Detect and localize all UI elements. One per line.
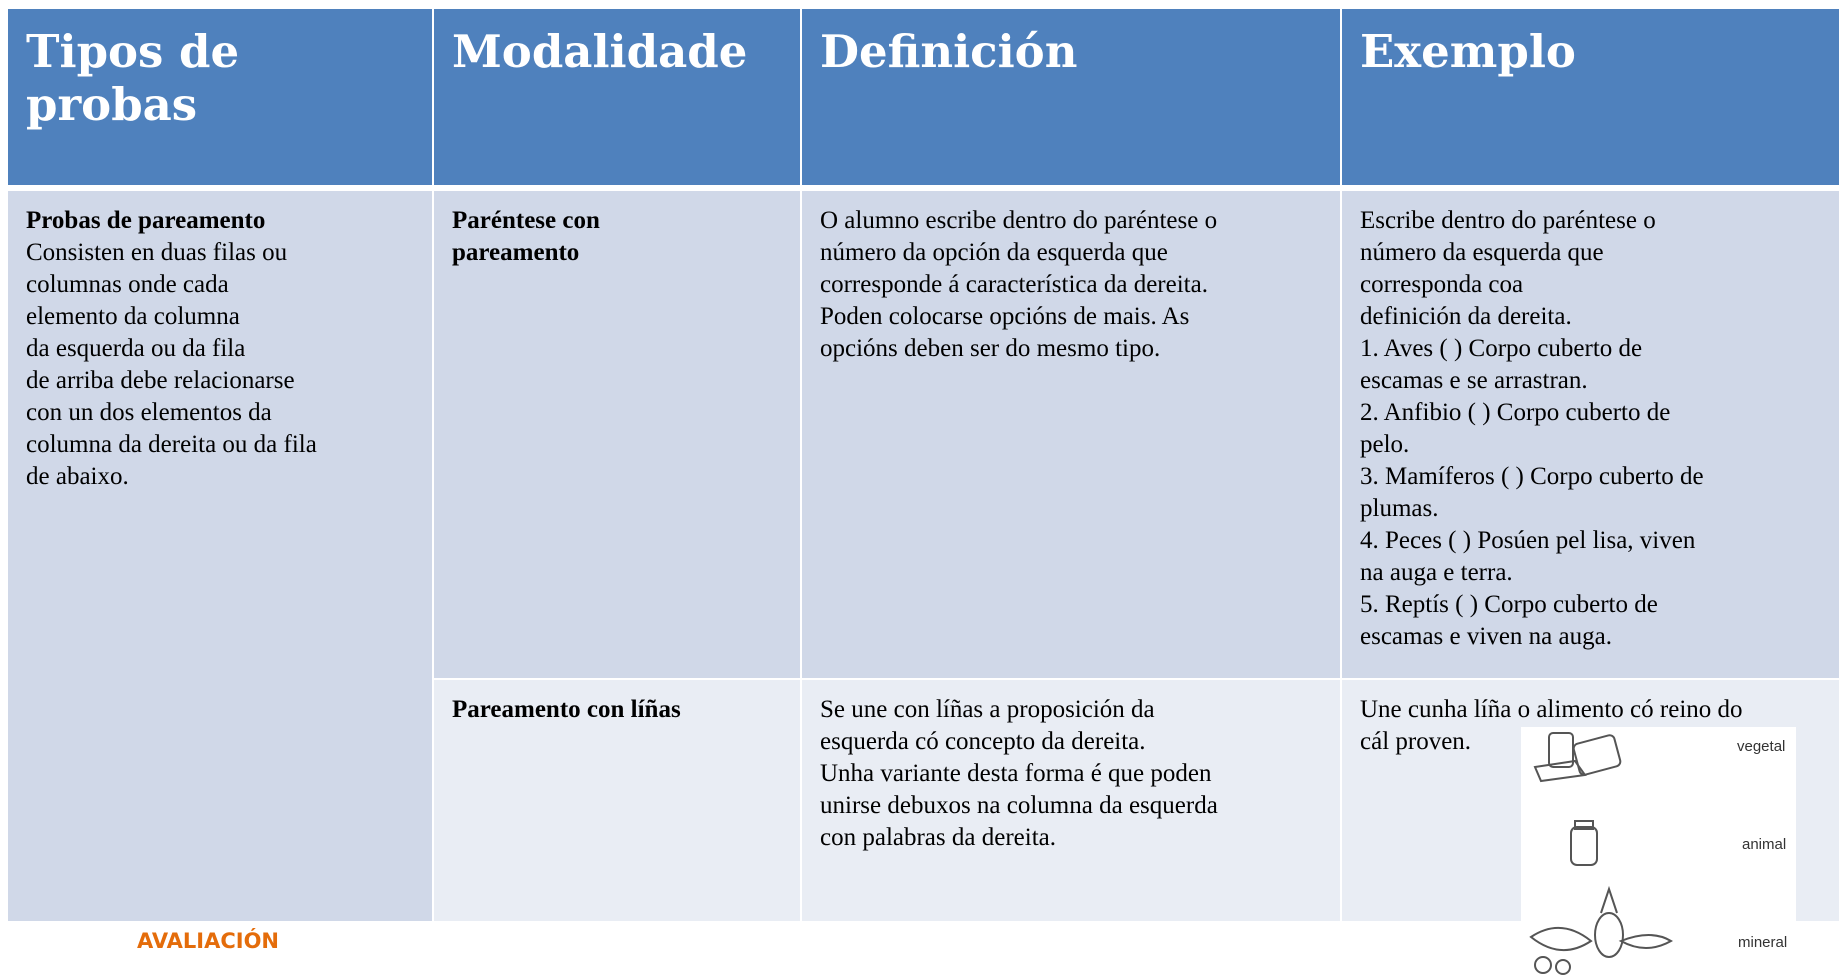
type-text: Consisten en duas filas ou columnas onde … — [26, 237, 414, 493]
text-line: de abaixo. — [26, 463, 129, 490]
definition-cell: O alumno escribe dentro do paréntese o nú… — [802, 191, 1340, 678]
image-label: animal — [1742, 836, 1787, 853]
text-line: corresponde á característica da dereita. — [820, 271, 1208, 298]
text-line: corresponda coa — [1360, 271, 1524, 298]
text-line: Paréntese con — [452, 207, 600, 234]
text-line: 1. Aves ( ) Corpo cuberto de — [1360, 335, 1643, 362]
text-line: escamas e viven na auga. — [1360, 623, 1612, 650]
header-cell: Exemplo — [1342, 9, 1839, 185]
text-line: número da esquerda que — [1360, 239, 1604, 266]
image-label: mineral — [1738, 934, 1788, 951]
text-line: cál proven. — [1360, 728, 1472, 755]
text-line: pelo. — [1360, 431, 1410, 458]
text-line: esquerda có concepto da dereita. — [820, 728, 1146, 755]
type-title: Probas de pareamento — [26, 207, 266, 234]
text-line: O alumno escribe dentro do paréntese o — [820, 207, 1218, 234]
example-cell: Escribe dentro do paréntese o número da e… — [1342, 191, 1839, 678]
text-line: 4. Peces ( ) Posúen pel lisa, viven — [1360, 527, 1696, 554]
text-line: escamas e se arrastran. — [1360, 367, 1588, 394]
image-label: vegetal — [1737, 738, 1786, 755]
footer-label: AVALIACIÓN — [137, 929, 280, 953]
text-line: plumas. — [1360, 495, 1439, 522]
text-line: opcións deben ser do mesmo tipo. — [820, 335, 1161, 362]
text-line: número da opción da esquerda que — [820, 239, 1168, 266]
text-line: de arriba debe relacionarse — [26, 367, 295, 394]
header-cell: Tipos de probas — [8, 9, 432, 185]
text-line: 3. Mamíferos ( ) Corpo cuberto de — [1360, 463, 1704, 490]
definition-cell: Se une con líñas a proposición da esquerd… — [802, 680, 1340, 921]
modality-cell: Pareamento con líñas — [434, 680, 800, 921]
text-line: unirse debuxos na columna da esquerda — [820, 792, 1218, 819]
text-line: Escribe dentro do paréntese o — [1360, 207, 1656, 234]
text-line: Consisten en duas filas ou — [26, 239, 288, 266]
text-line: Unha variante desta forma é que poden — [820, 760, 1212, 787]
text-line: Une cunha líña o alimento có reino do — [1360, 696, 1743, 723]
text-line: con un dos elementos da — [26, 399, 272, 426]
text-line: con palabras da dereita. — [820, 824, 1056, 851]
text-line: Poden colocarse opcións de mais. As — [820, 303, 1190, 330]
text-line: na auga e terra. — [1360, 559, 1513, 586]
text-line: columnas onde cada — [26, 271, 229, 298]
text-line: elemento da columna — [26, 303, 240, 330]
food-illustration — [1521, 727, 1796, 977]
text-line: pareamento — [452, 239, 580, 266]
text-line: definición da dereita. — [1360, 303, 1572, 330]
text-line: Pareamento con líñas — [452, 696, 681, 723]
modality-cell: Paréntese con pareamento — [434, 191, 800, 678]
type-cell: Probas de pareamento Consisten en duas f… — [8, 191, 432, 921]
header-cell: Modalidade — [434, 9, 800, 185]
header-cell: Definición — [802, 9, 1340, 185]
text-line: da esquerda ou da fila — [26, 335, 246, 362]
text-line: 2. Anfibio ( ) Corpo cuberto de — [1360, 399, 1671, 426]
text-line: 5. Reptís ( ) Corpo cuberto de — [1360, 591, 1658, 618]
text-line: Se une con líñas a proposición da — [820, 696, 1155, 723]
text-line: columna da dereita ou da fila — [26, 431, 317, 458]
